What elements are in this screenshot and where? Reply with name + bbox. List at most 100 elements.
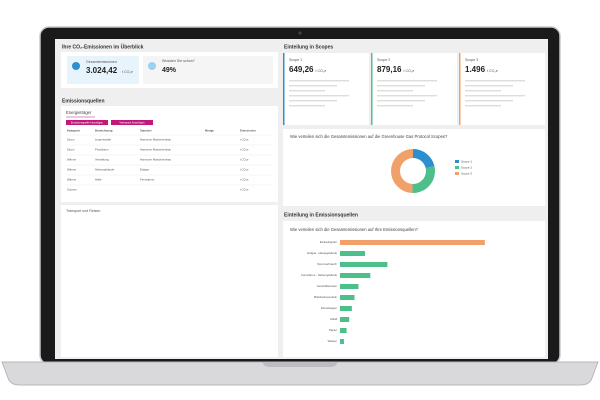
table-header: Menge: [205, 129, 214, 133]
notch: [262, 362, 338, 367]
text-line: [377, 100, 425, 102]
table-cell: Verwaltung: [95, 158, 109, 162]
text-line: [289, 95, 349, 97]
section-title: Einteilung in Emissionsquellen: [284, 212, 358, 218]
bar: [340, 328, 347, 333]
scope-accent: [371, 53, 373, 125]
table-cell: Hannover Maschinenbau: [140, 138, 172, 142]
button-label[interactable]: Verbrauch hinzufügen: [119, 120, 145, 124]
total-value: 3.024,42: [86, 66, 118, 75]
label: Gesamtemissionen: [86, 60, 117, 64]
scope-unit: t CO₂e: [403, 69, 414, 73]
unit: t CO₂e: [122, 70, 133, 74]
bar-label: Einkaufsgüter: [320, 240, 337, 244]
scope-card: [283, 53, 369, 125]
bar: [340, 273, 371, 278]
table-cell: Produktion: [95, 148, 109, 152]
text-line: [465, 85, 513, 87]
scope-name: Scope 2: [377, 58, 390, 62]
donut-slice: [413, 149, 435, 169]
text-line: [377, 80, 437, 82]
bar: [340, 262, 388, 267]
chart-title: Wie verteilen sich die Gesamtemissionen …: [290, 227, 419, 232]
share-value: 49%: [162, 67, 177, 74]
icon: [72, 62, 80, 70]
table-cell: t CO₂e: [240, 158, 249, 162]
donut-chart: Scope 1 Scope 2 Scope 3: [391, 149, 472, 193]
camera: [298, 31, 302, 35]
table-cell: Halle: [95, 178, 102, 182]
table-cell: Wärme: [67, 168, 76, 172]
section-title: Ihre CO₂-Emissionen im Überblick: [62, 43, 144, 50]
bar: [340, 251, 366, 256]
scope-value: 649,26: [289, 65, 314, 74]
bar: [340, 284, 359, 289]
table-cell: Erdgas: [140, 168, 149, 172]
scope-accent: [459, 53, 461, 125]
legend-swatch: [455, 160, 459, 163]
bar: [340, 295, 355, 300]
legend-label: Scope 2: [461, 165, 472, 169]
tab: Energieträger: [66, 110, 92, 115]
card: [61, 205, 278, 357]
bar: [340, 339, 344, 344]
bar: [340, 240, 485, 245]
scope-unit: t CO₂e: [315, 69, 326, 73]
bar-label: Erdgas - Hauptgebäude: [307, 251, 337, 255]
table-cell: t CO₂e: [240, 178, 249, 182]
table-header: Emissionen: [240, 129, 256, 133]
table-cell: t CO₂e: [240, 168, 249, 172]
section-title: Emissionsquellen: [62, 98, 105, 104]
donut-slice: [412, 166, 435, 193]
table-cell: Strom: [67, 148, 75, 152]
table-cell: Summe: [67, 188, 77, 192]
table-header: Bezeichnung: [95, 129, 113, 133]
text-line: [377, 95, 437, 97]
legend-label: Scope 1: [461, 159, 472, 163]
icon: [148, 62, 156, 70]
table-cell: Strom: [67, 138, 75, 142]
card: [283, 129, 545, 206]
donut-slice: [391, 149, 413, 193]
button-label[interactable]: Emissionsquelle hinzufügen: [71, 120, 104, 124]
bar-label: Mitarbeiterpendeln: [314, 295, 338, 299]
label: Wussten Sie schon?: [162, 59, 195, 63]
bar-label: Wasser: [328, 339, 337, 343]
table-cell: t CO₂e: [240, 188, 249, 192]
text-line: [465, 80, 525, 82]
table-header: Kategorie: [67, 129, 80, 133]
table-cell: t CO₂e: [240, 148, 249, 152]
table: Kategorie Bezeichnung Standort Menge Emissio…: [66, 129, 273, 192]
text-line: [377, 105, 413, 107]
scope-value: 879,16: [377, 65, 402, 74]
bar-label: Stromverbrauch: [317, 262, 337, 266]
chart-title: Wie verteilen sich die Gesamtemissionen …: [290, 134, 448, 139]
scope-name: Scope 3: [465, 58, 478, 62]
total-card: [67, 56, 139, 84]
button[interactable]: [66, 120, 108, 125]
bar: [340, 306, 352, 311]
bar: [340, 317, 350, 322]
bar-label: Papier: [329, 328, 337, 332]
legend-swatch: [455, 166, 459, 169]
text-line: [377, 85, 425, 87]
scope-name: Scope 1: [289, 58, 302, 62]
bar-chart: Einkaufsgüter Erdgas - Hauptgebäude Stromv…: [301, 240, 485, 344]
text-line: [465, 105, 501, 107]
table-cell: Liegenschaft: [95, 138, 111, 142]
legend-label: Scope 3: [461, 171, 472, 175]
bar-label: Dienstwagen: [321, 306, 338, 310]
scope-unit: t CO₂e: [487, 69, 498, 73]
scope-card: [459, 53, 545, 125]
button[interactable]: [111, 120, 153, 125]
bar-label: Geschäftsreisen: [317, 284, 338, 288]
table-cell: Nebengebäude: [95, 168, 115, 172]
text-line: [465, 90, 501, 92]
legend-swatch: [455, 172, 459, 175]
table-cell: t CO₂e: [240, 138, 249, 142]
text-line: [465, 100, 513, 102]
text-line: [465, 95, 525, 97]
